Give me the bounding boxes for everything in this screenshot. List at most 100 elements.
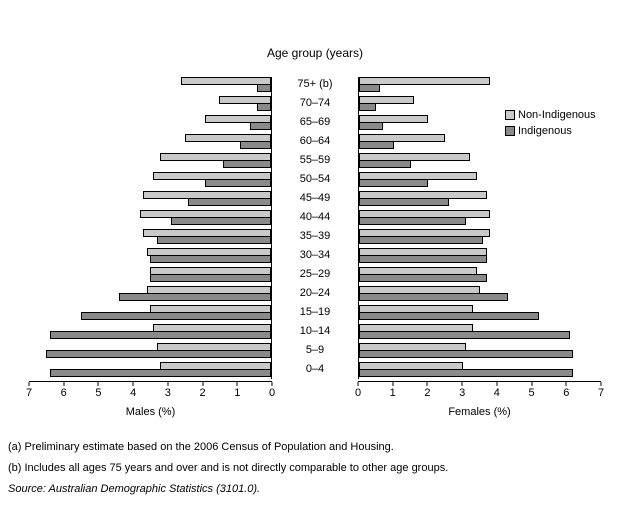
bar-pair-females-45-49	[359, 191, 601, 206]
bar-females-indigenous	[359, 198, 449, 206]
tick-label: 4	[493, 387, 500, 399]
males-axis: 0 1 2 3 4 5 6 7	[25, 381, 276, 400]
age-label-30-34: 30–34	[299, 249, 331, 261]
bar-females-indigenous	[359, 84, 380, 92]
age-label-0-4: 0–4	[305, 363, 325, 375]
bar-females-indigenous	[359, 293, 508, 301]
legend-item-indigenous: Indigenous	[505, 125, 596, 137]
tick-mark	[202, 382, 204, 386]
bar-pair-males-20-24	[29, 286, 271, 301]
age-label-70-74: 70–74	[299, 97, 331, 109]
females-bars-area	[358, 77, 601, 379]
bar-females-indigenous	[359, 331, 570, 339]
bar-males-non-indigenous	[160, 153, 271, 161]
bar-females-indigenous	[359, 122, 384, 130]
bar-males-indigenous	[222, 160, 271, 168]
bar-pair-males-45-49	[29, 191, 271, 206]
footnotes: (a) Preliminary estimate based on the 20…	[8, 437, 448, 500]
age-label-50-54: 50–54	[299, 173, 331, 185]
bar-males-indigenous	[257, 84, 271, 92]
age-label-10-14: 10–14	[299, 325, 331, 337]
legend-label-indigenous: Indigenous	[518, 125, 572, 137]
bar-males-indigenous	[239, 141, 271, 149]
age-axis-title: Age group (years)	[266, 46, 364, 60]
bar-females-non-indigenous	[359, 77, 491, 85]
bar-females-indigenous	[359, 369, 574, 377]
bar-pair-females-55-59	[359, 153, 601, 168]
bar-pair-males-50-54	[29, 172, 271, 187]
bar-pair-males-10-14	[29, 324, 271, 339]
bar-males-indigenous	[150, 274, 271, 282]
bar-pair-females-20-24	[359, 286, 601, 301]
legend-swatch-non-indigenous	[505, 110, 515, 120]
footnote-b: (b) Includes all ages 75 years and over …	[8, 462, 449, 474]
bar-pair-females-10-14	[359, 324, 601, 339]
tick-label: 3	[459, 387, 466, 399]
bar-males-indigenous	[46, 350, 271, 358]
bar-males-non-indigenous	[184, 134, 271, 142]
tick-label: 3	[164, 387, 171, 399]
bar-pair-males-30-34	[29, 248, 271, 263]
bar-females-indigenous	[359, 312, 539, 320]
bar-pair-males-70-74	[29, 96, 271, 111]
bar-pair-females-35-39	[359, 229, 601, 244]
bar-pair-females-70-74	[359, 96, 601, 111]
bar-pair-males-60-64	[29, 134, 271, 149]
bar-males-indigenous	[49, 369, 271, 377]
females-axis: 0 1 2 3 4 5 6 7	[354, 381, 605, 400]
source-note: Source: Australian Demographic Statistic…	[8, 483, 261, 495]
bar-males-non-indigenous	[219, 96, 271, 104]
bar-pair-males-65-69	[29, 115, 271, 130]
bar-pair-males-40-44	[29, 210, 271, 225]
tick-label: 2	[199, 387, 206, 399]
bar-males-non-indigenous	[181, 77, 271, 85]
bar-males-indigenous	[80, 312, 271, 320]
bar-pair-males-15-19	[29, 305, 271, 320]
bar-males-indigenous	[170, 217, 271, 225]
bar-pair-females-0-4	[359, 362, 601, 377]
tick-mark	[357, 382, 359, 386]
bar-females-indigenous	[359, 350, 574, 358]
bar-pair-females-60-64	[359, 134, 601, 149]
bar-males-indigenous	[49, 331, 271, 339]
tick-mark	[132, 382, 134, 386]
tick-label: 0	[354, 387, 362, 399]
tick-mark	[531, 382, 533, 386]
tick-mark	[496, 382, 498, 386]
tick-mark	[426, 382, 428, 386]
bar-pair-females-25-29	[359, 267, 601, 282]
bar-males-indigenous	[205, 179, 271, 187]
age-label-15-19: 15–19	[299, 306, 331, 318]
bar-males-non-indigenous	[205, 115, 271, 123]
tick-mark	[565, 382, 567, 386]
males-axis-label: Males (%)	[125, 406, 176, 418]
bar-pair-males-0-4	[29, 362, 271, 377]
tick-mark	[28, 382, 30, 386]
bar-pair-males-75-b	[29, 77, 271, 92]
age-label-75-b: 75+ (b)	[297, 78, 333, 90]
footnote-a: (a) Preliminary estimate based on the 20…	[8, 441, 394, 453]
tick-mark	[63, 382, 65, 386]
tick-label: 1	[234, 387, 241, 399]
tick-mark	[236, 382, 238, 386]
bar-females-indigenous	[359, 217, 467, 225]
bar-pair-females-15-19	[359, 305, 601, 320]
tick-label: 7	[25, 387, 33, 399]
tick-mark	[392, 382, 394, 386]
tick-mark	[97, 382, 99, 386]
bar-males-indigenous	[188, 198, 271, 206]
bar-females-non-indigenous	[359, 96, 415, 104]
tick-label: 0	[268, 387, 276, 399]
age-label-65-69: 65–69	[299, 116, 331, 128]
tick-label: 7	[597, 387, 605, 399]
tick-label: 6	[563, 387, 570, 399]
females-axis-label: Females (%)	[448, 406, 511, 418]
bar-females-non-indigenous	[359, 153, 470, 161]
bar-pair-females-75-b	[359, 77, 601, 92]
tick-label: 5	[95, 387, 102, 399]
tick-label: 5	[528, 387, 535, 399]
pyramid-chart: 0 1 2 3 4 5 6 7 Males (%) 75+ (b) 70–74 65–69 60–6…	[25, 77, 605, 418]
tick-label: 6	[60, 387, 67, 399]
age-label-40-44: 40–44	[299, 211, 331, 223]
